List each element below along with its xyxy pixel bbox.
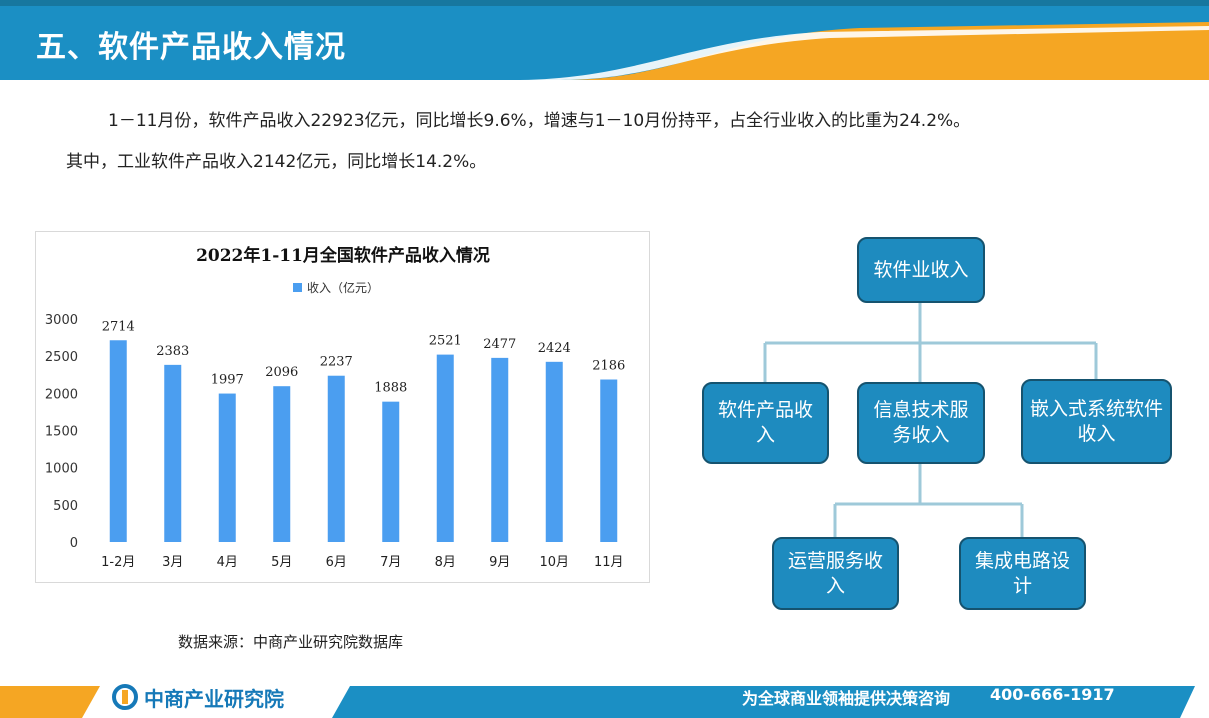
brand-logo: 中商产业研究院	[112, 683, 284, 711]
y-tick-label: 3000	[45, 313, 78, 328]
bar	[600, 379, 618, 542]
node-software-revenue: 软件业收入	[857, 237, 985, 303]
bar	[273, 386, 291, 542]
x-tick-label: 9月	[489, 555, 510, 570]
bar-data-label: 2521	[429, 334, 462, 349]
node-ic-design: 集成电路设计	[959, 537, 1086, 610]
y-tick-label: 1500	[45, 425, 78, 440]
x-tick-label: 5月	[271, 555, 292, 570]
x-tick-label: 11月	[594, 555, 624, 570]
brand-name: 中商产业研究院	[144, 686, 284, 711]
chart-title: 2022年1-11月全国软件产品收入情况	[196, 245, 490, 266]
bar	[164, 364, 182, 542]
data-source: 数据来源：中商产业研究院数据库	[178, 633, 404, 651]
page-title: 五、软件产品收入情况	[36, 30, 346, 65]
x-tick-label: 8月	[435, 555, 456, 570]
bar-data-label: 1888	[374, 381, 407, 396]
y-tick-label: 2500	[45, 350, 78, 365]
bar	[109, 340, 127, 542]
legend-swatch	[293, 283, 302, 292]
footer-bar	[0, 680, 1209, 718]
y-tick-label: 2000	[45, 387, 78, 402]
bar-data-label: 2237	[320, 355, 353, 370]
industrial-software-paragraph: 其中，工业软件产品收入2142亿元，同比增长14.2%。	[66, 152, 487, 172]
header-background	[0, 0, 1209, 80]
bar-data-label: 2186	[592, 359, 625, 374]
summary-paragraph: 1－11月份，软件产品收入22923亿元，同比增长9.6%，增速与1－10月份持…	[108, 111, 971, 131]
x-tick-label: 6月	[326, 555, 347, 570]
revenue-bar-chart: 2022年1-11月全国软件产品收入情况收入（亿元） 0 500 1000 1500 20…	[35, 231, 650, 583]
bar	[327, 375, 345, 542]
y-tick-label: 500	[53, 499, 78, 514]
bar	[491, 357, 509, 542]
bar-data-label: 2714	[102, 319, 135, 334]
brand-logo-icon	[112, 684, 138, 710]
bar	[218, 393, 236, 542]
footer-background	[0, 686, 1195, 718]
bar-data-label: 2383	[156, 344, 189, 359]
footer-slogan: 为全球商业领袖提供决策咨询	[742, 689, 951, 708]
bar-data-label: 2477	[483, 337, 516, 352]
bar-data-label: 2096	[265, 365, 298, 380]
x-tick-label: 4月	[217, 555, 238, 570]
x-tick-label: 7月	[380, 555, 401, 570]
footer-phone: 400-666-1917	[990, 685, 1115, 704]
y-tick-label: 1000	[45, 462, 78, 477]
y-tick-label: 0	[70, 536, 78, 551]
node-embedded-software-revenue: 嵌入式系统软件收入	[1021, 379, 1172, 464]
header-banner: 五、软件产品收入情况	[0, 0, 1209, 80]
node-it-service-revenue: 信息技术服务收入	[857, 382, 985, 464]
x-tick-label: 3月	[162, 555, 183, 570]
bar-data-label: 2424	[538, 341, 571, 356]
bar-data-label: 1997	[211, 373, 244, 388]
bar	[436, 354, 454, 542]
x-tick-label: 1-2月	[101, 555, 135, 570]
bar	[545, 361, 563, 542]
legend-label: 收入（亿元）	[307, 280, 379, 295]
node-operation-service-revenue: 运营服务收入	[772, 537, 899, 610]
x-tick-label: 10月	[539, 555, 569, 570]
bar	[382, 401, 400, 542]
node-software-product-revenue: 软件产品收入	[702, 382, 829, 464]
